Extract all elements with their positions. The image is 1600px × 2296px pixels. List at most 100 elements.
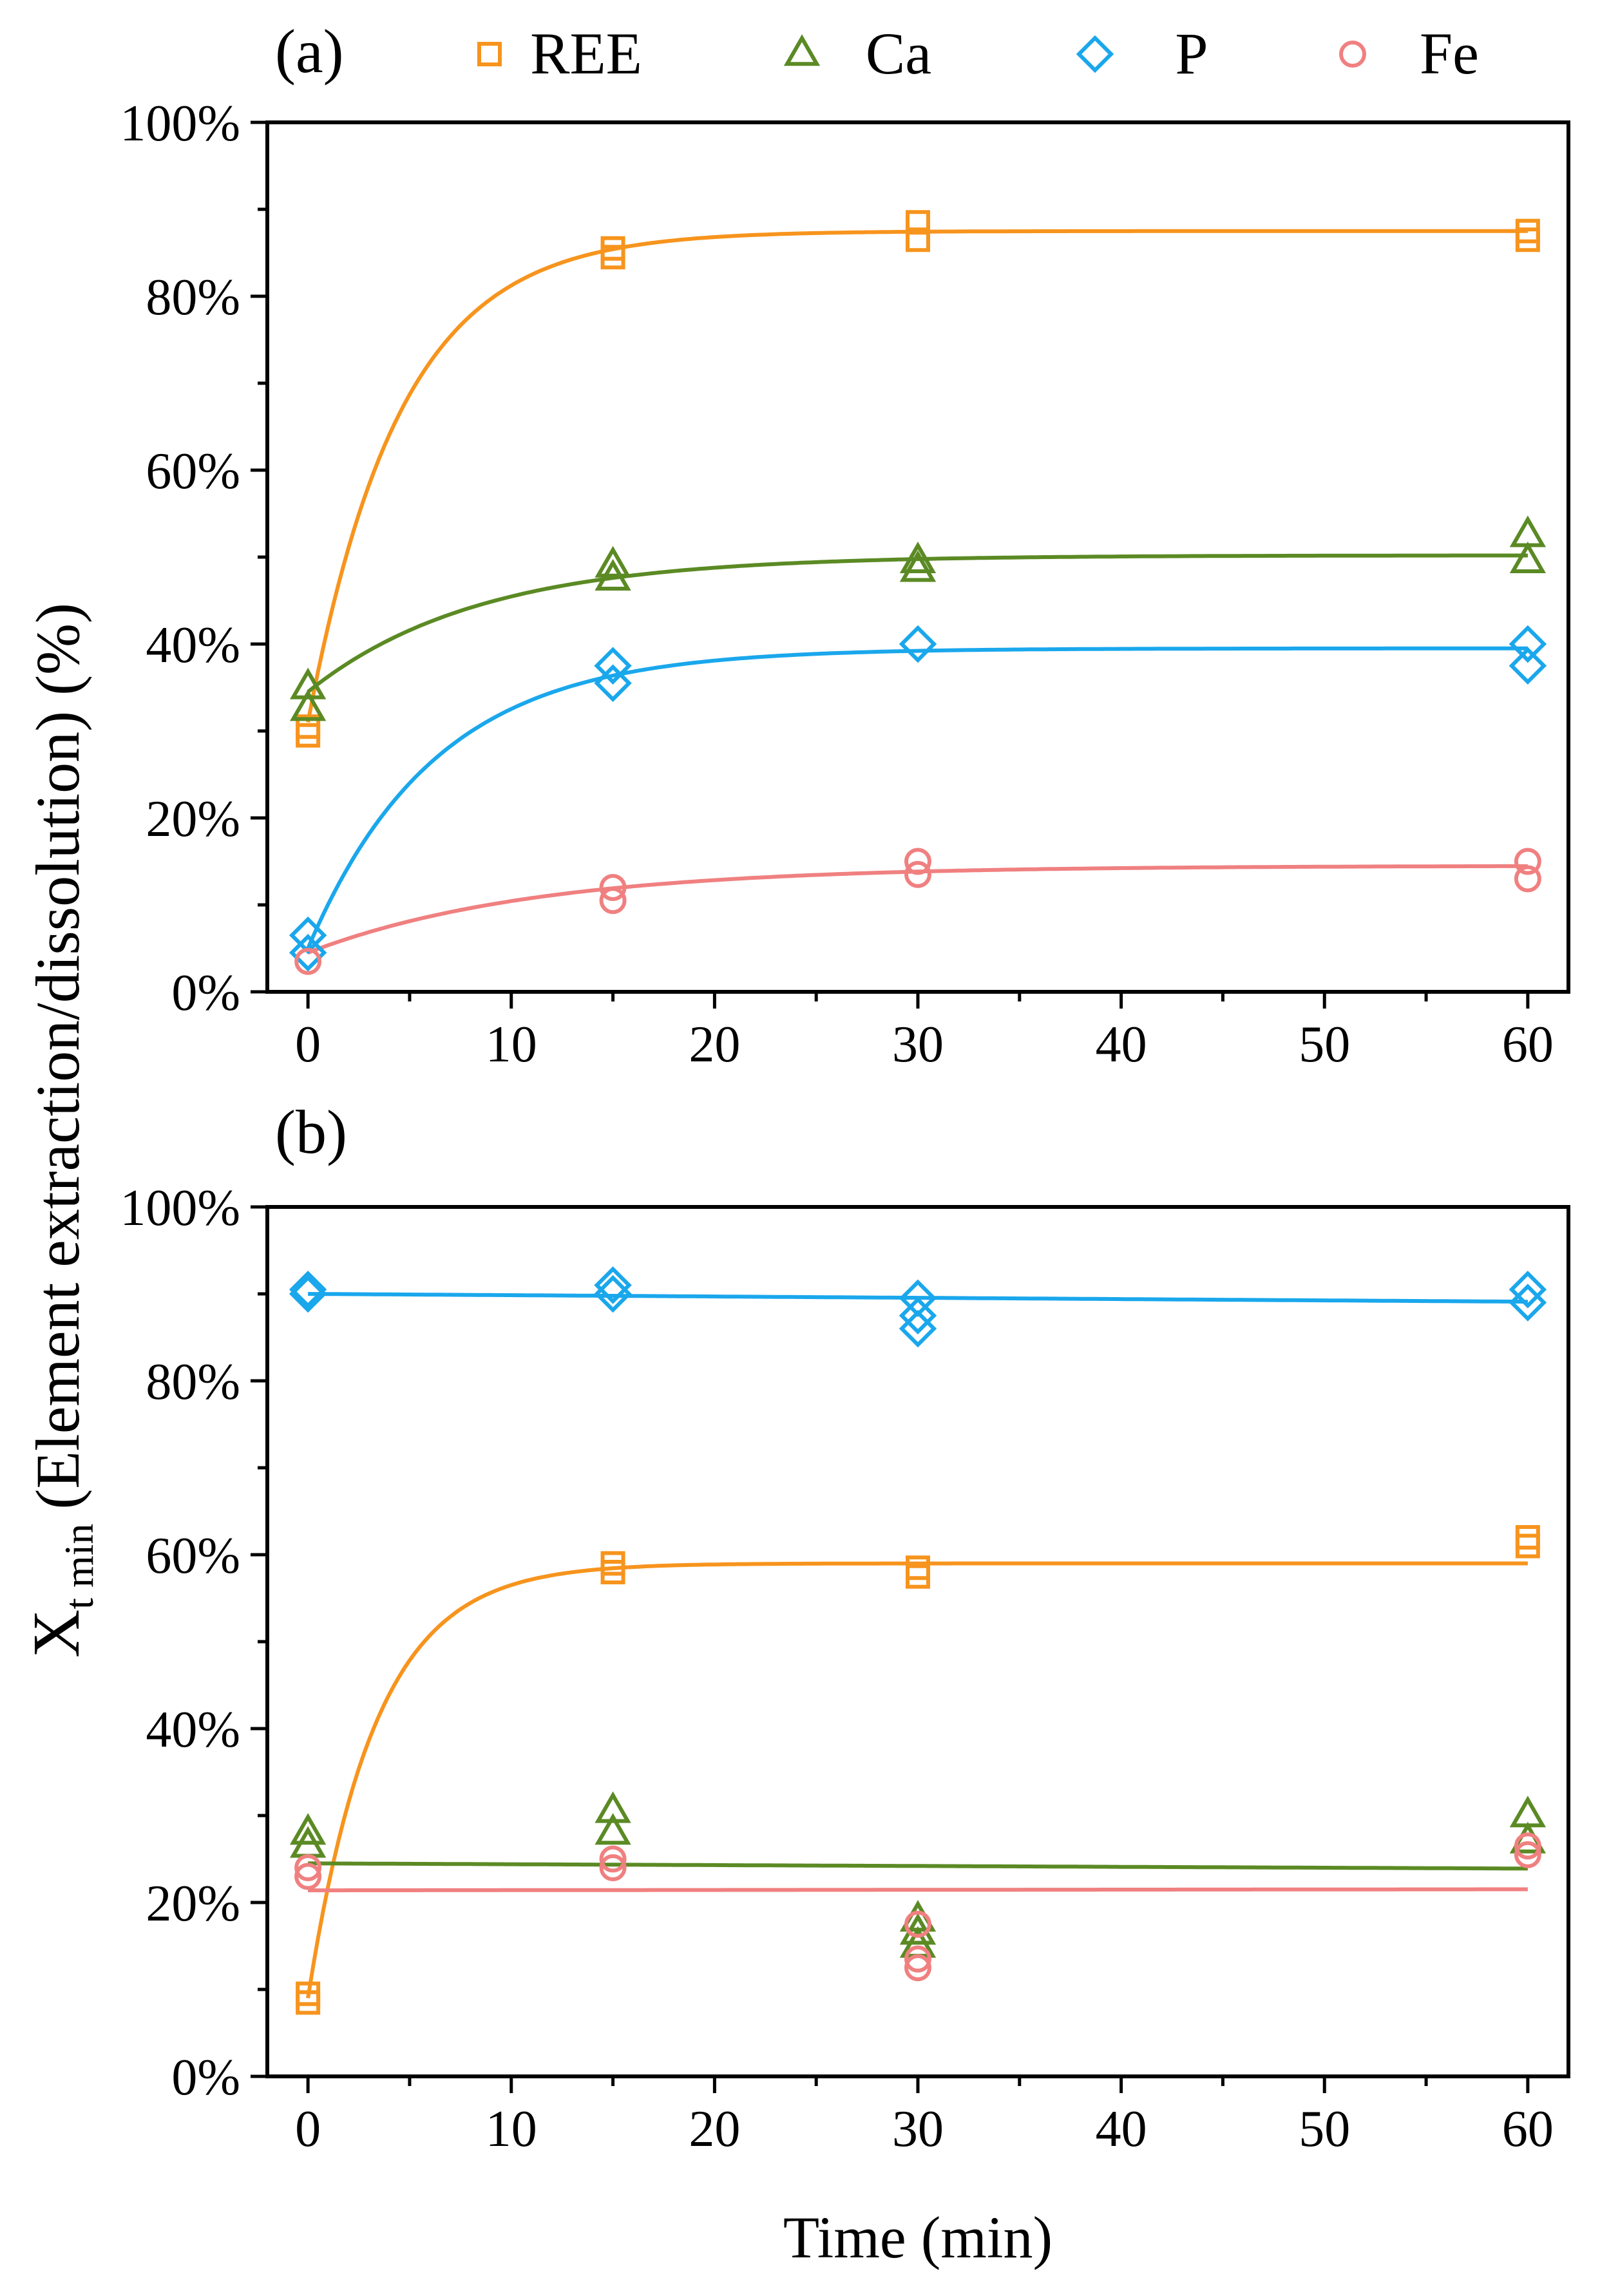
panel-b-x-tick-label: 0 <box>295 2101 321 2158</box>
panel-a-point-p <box>594 647 632 685</box>
panel-a-y-tick-label: 20% <box>146 791 240 848</box>
panel-b-x-tick-label: 10 <box>486 2101 537 2158</box>
panel-a-point-ca <box>289 667 327 699</box>
legend-item-fe: Fe <box>1339 21 1479 86</box>
panel-b-point-fe <box>904 1910 931 1938</box>
panel-b-y-tick-label: 40% <box>146 1702 240 1758</box>
panel-b-y-tick-label: 0% <box>171 2049 240 2106</box>
x-axis-label: Time (min) <box>783 2205 1052 2270</box>
legend-item-ca: Ca <box>783 21 931 86</box>
panel-a-point-fe <box>904 848 931 875</box>
svg-text:Xt min(Element extraction/diss: Xt min (Element extraction/dissolution) (… <box>19 603 102 1658</box>
panel-a-point-fe <box>904 860 931 888</box>
panel-b-point-fe <box>1514 1841 1541 1868</box>
panel-b-point-ca <box>595 1791 631 1823</box>
panel-b-point-p <box>1509 1271 1547 1309</box>
legend-marker-p <box>1076 35 1114 73</box>
panel-a-point-ree <box>296 714 321 739</box>
panel-a-point-ree <box>906 210 930 235</box>
legend-label-p: P <box>1175 21 1208 86</box>
panel-a-point-ree <box>1515 218 1540 243</box>
panel-b-point-ca <box>289 1813 327 1845</box>
panel-b-point-fe <box>904 1954 931 1982</box>
panel-a-point-p <box>594 664 632 702</box>
panel-b-point-ca <box>1509 1796 1547 1828</box>
panel-a-point-fe <box>1514 865 1541 893</box>
panel-a-point-p <box>899 625 937 663</box>
panel-a-fit-ca <box>307 553 1528 694</box>
panel-b-x-tick-label: 20 <box>689 2101 740 2158</box>
legend-label-ca: Ca <box>866 21 931 86</box>
legend-marker-ca <box>783 34 821 66</box>
legend-item-p: P <box>1076 21 1208 86</box>
legend-label-ree: REE <box>530 21 642 86</box>
panel-b-point-fe <box>294 1854 322 1881</box>
panel-b-y-tick-label: 20% <box>146 1875 240 1932</box>
panel-b-point-fe <box>1514 1832 1541 1860</box>
panel-b-point-p <box>899 1296 937 1334</box>
panel-b-point-p <box>289 1275 327 1313</box>
panel-a-y-tick-label: 80% <box>146 269 240 326</box>
panel-a-x-tick-label: 40 <box>1096 1016 1147 1073</box>
panel-a-x-tick-label: 0 <box>295 1016 321 1073</box>
y-axis-label-main: X <box>19 1609 93 1658</box>
panel-b-point-fe <box>599 1845 627 1873</box>
y-axis-label: Xt min (Element extraction/dissolution) (… <box>19 603 102 1658</box>
panel-b-y-tick-label: 100% <box>120 1180 240 1237</box>
panel-a-y-tick-label: 40% <box>146 617 240 674</box>
panel-b-x-tick-label: 30 <box>892 2101 944 2158</box>
panel-a-label: (a) <box>275 17 344 86</box>
panel-b-y-tick-label: 80% <box>146 1354 240 1410</box>
panel-a-point-fe <box>599 874 627 901</box>
panel-a-point-ca <box>1509 541 1547 573</box>
panel-b-label: (b) <box>275 1097 347 1166</box>
panel-a: (a) 0 10 20 30 40 50 60 0% 20% 40% 60% 80% 100% <box>120 17 1570 1073</box>
legend-marker-ree <box>477 42 502 66</box>
panel-a-point-ca <box>899 541 937 573</box>
panel-b-x-tick-label: 60 <box>1502 2101 1554 2158</box>
panel-b-point-p <box>899 1309 937 1348</box>
panel-b-point-ree <box>296 1981 321 2006</box>
panel-b-point-p <box>899 1279 937 1317</box>
y-axis-label-sub: t min <box>56 1524 102 1609</box>
panel-a-point-fe <box>599 887 627 915</box>
panel-a-fit-p <box>306 646 1528 949</box>
panel-b-point-ree <box>906 1555 930 1580</box>
panel-a-point-ca <box>595 546 631 578</box>
legend: REE Ca P Fe <box>477 21 1479 86</box>
legend-label-fe: Fe <box>1420 21 1479 86</box>
panel-b-point-p <box>289 1271 327 1309</box>
panel-b-fit-fe <box>308 1887 1528 1893</box>
panel-b-point-fe <box>599 1854 627 1881</box>
panel-a-point-p <box>1509 647 1547 685</box>
legend-marker-fe <box>1339 41 1366 68</box>
panel-a-x-tick-label: 50 <box>1299 1016 1350 1073</box>
panel-b-point-p <box>594 1266 632 1304</box>
panel-b-x-tick-label: 40 <box>1096 2101 1147 2158</box>
panel-a-point-ca <box>289 689 327 721</box>
panel-a-point-fe <box>1514 848 1541 875</box>
panel-a-fit-fe <box>307 864 1528 955</box>
panel-b-point-fe <box>294 1863 322 1890</box>
y-axis-label-rest: (Element extraction/dissolution) (%) <box>23 603 92 1510</box>
panel-a-x-tick-label: 60 <box>1502 1016 1554 1073</box>
panel-a-point-ca <box>899 550 937 582</box>
panel-a-point-ree <box>600 236 625 261</box>
panel-a-point-ree <box>906 227 930 252</box>
panel-b-fit-ree <box>306 1561 1528 1998</box>
legend-item-ree: REE <box>477 21 642 86</box>
panel-a-x-tick-label: 10 <box>486 1016 537 1073</box>
panel-a-y-tick-label: 100% <box>120 95 240 152</box>
panel-a-y-tick-label: 0% <box>171 965 240 1021</box>
panel-b-y-tick-label: 60% <box>146 1528 240 1584</box>
panel-b-x-tick-label: 50 <box>1299 2101 1350 2158</box>
panel-a-point-p <box>1509 625 1547 663</box>
panel-a-point-fe <box>294 947 322 975</box>
panel-a-point-ca <box>1509 515 1547 547</box>
panel-b-fit-ca <box>308 1861 1528 1871</box>
panel-b-point-ca <box>595 1813 631 1845</box>
panel-a-point-p <box>289 934 327 972</box>
panel-b-point-ree <box>600 1551 625 1576</box>
panel-b: (b) 0 10 20 30 40 50 60 0% 20% 40% 60% 80% 100% <box>120 1097 1570 2158</box>
